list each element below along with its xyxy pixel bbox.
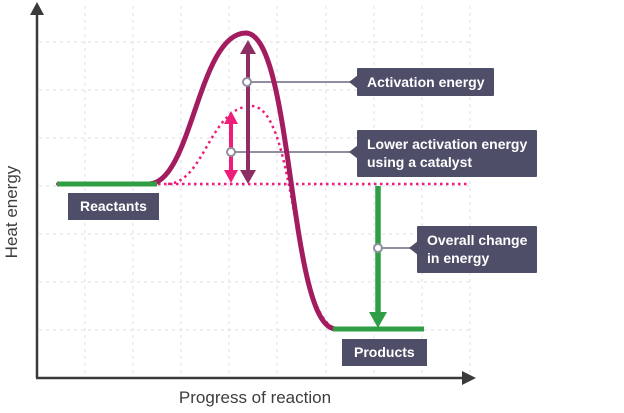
x-axis-label: Progress of reaction [178,388,332,407]
connector-dots [226,77,383,253]
activation-energy-arrow [240,40,256,184]
uncatalysed-curve [146,30,339,332]
lower-activation-callout-pointer [349,145,358,159]
lower-activation-connector-dot [226,147,236,157]
activation-energy-callout: Activation energy [357,68,495,97]
overall-change-arrow [369,186,387,328]
arrow-up-head [224,111,238,124]
activation-callout-pointer [349,75,358,89]
lower-activation-energy-callout: Lower activation energy using a catalyst [357,130,538,177]
reactants-label: Reactants [68,193,159,220]
y-axis-arrow-icon [30,2,44,15]
y-axis-label: Heat energy [2,165,21,259]
overall-change-callout-pointer [409,241,418,255]
activation-connector-dot [242,77,252,87]
x-axis-arrow-icon [462,371,476,385]
arrow-down-head [240,170,256,184]
overall-change-connector-dot [373,243,383,253]
axes [30,2,476,385]
arrow-down-head [369,312,387,328]
arrow-down-head [224,170,238,183]
gridlines [39,6,471,376]
products-label: Products [342,339,427,366]
overall-change-callout: Overall change in energy [417,226,538,273]
callout-connectors [235,81,413,249]
arrow-up-head [240,40,256,54]
